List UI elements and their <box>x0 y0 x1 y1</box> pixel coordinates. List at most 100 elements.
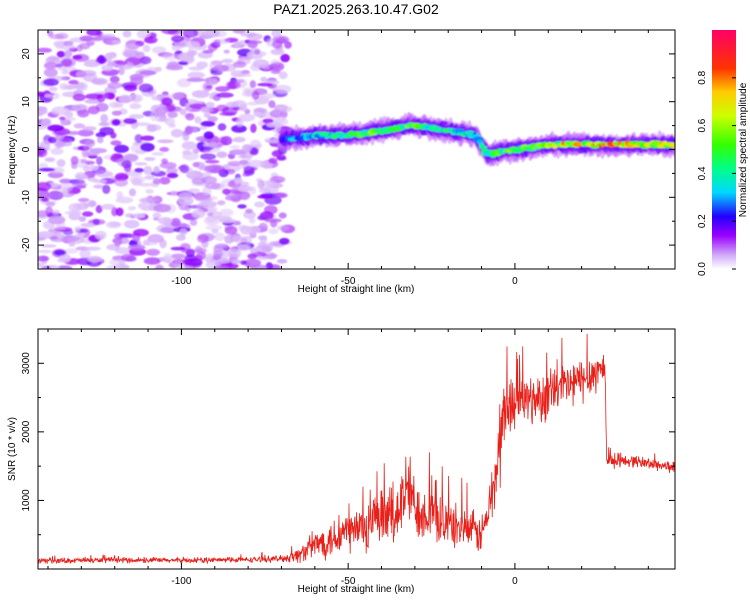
noise-blob <box>134 168 145 173</box>
noise-blob <box>219 208 234 217</box>
noise-blob <box>280 53 290 63</box>
noise-blob <box>249 80 257 89</box>
noise-blob <box>161 158 168 164</box>
noise-blob <box>159 176 171 185</box>
noise-blob <box>258 235 268 241</box>
noise-blob <box>48 215 66 225</box>
noise-blob <box>87 105 100 115</box>
noise-blob <box>128 114 145 119</box>
noise-blob <box>109 75 120 83</box>
noise-blob <box>153 203 171 213</box>
noise-blob <box>214 232 225 241</box>
noise-blob <box>179 108 187 115</box>
y-tick-label: 20 <box>21 48 32 60</box>
noise-blob <box>101 203 116 210</box>
noise-blob <box>187 171 195 176</box>
noise-blob <box>61 68 68 75</box>
x-tick-label: -50 <box>341 576 356 587</box>
noise-blob <box>269 109 284 118</box>
x-tick-label: 0 <box>512 576 518 587</box>
noise-blob <box>115 60 128 65</box>
noise-blob <box>278 237 290 245</box>
noise-blob <box>200 120 216 127</box>
noise-blob <box>154 107 169 115</box>
noise-blob <box>56 140 66 148</box>
noise-blob <box>246 225 261 234</box>
noise-blob <box>95 56 107 65</box>
noise-blob <box>247 253 258 259</box>
noise-blob <box>274 84 292 94</box>
noise-blob <box>38 106 48 116</box>
noise-blob <box>38 262 44 268</box>
noise-blob <box>74 226 81 233</box>
noise-blob <box>78 197 90 203</box>
noise-blob <box>102 33 116 39</box>
noise-blob <box>127 206 137 211</box>
noise-blob <box>179 164 190 174</box>
noise-blob <box>95 230 107 240</box>
noise-blob <box>83 61 100 68</box>
noise-blob <box>239 159 249 165</box>
noise-blob <box>96 156 103 166</box>
noise-blob <box>129 73 144 82</box>
noise-blob <box>63 50 73 58</box>
noise-blob <box>38 47 52 53</box>
noise-blob <box>78 216 87 222</box>
noise-blob <box>243 235 252 245</box>
noise-blob <box>103 92 116 100</box>
noise-blob <box>170 217 181 227</box>
noise-blob <box>212 250 224 259</box>
noise-blob <box>110 140 122 146</box>
y-tick-label: 3000 <box>21 352 32 375</box>
noise-blob <box>88 200 97 208</box>
noise-blob <box>143 36 158 44</box>
noise-blob <box>151 46 167 54</box>
noise-blob <box>266 122 281 128</box>
noise-blob <box>206 212 214 217</box>
noise-blob <box>153 166 160 173</box>
noise-blob <box>106 40 113 45</box>
noise-blob <box>123 43 141 50</box>
noise-blob <box>38 191 51 198</box>
noise-blob <box>114 178 128 187</box>
noise-blob <box>123 118 138 124</box>
noise-blob <box>106 53 116 60</box>
noise-blob <box>42 118 52 126</box>
noise-blob <box>95 170 114 178</box>
noise-blob <box>254 201 265 208</box>
noise-blob <box>206 253 213 261</box>
noise-blob <box>216 151 228 158</box>
noise-blob <box>140 142 155 152</box>
noise-blob <box>247 159 266 168</box>
noise-blob <box>99 126 115 136</box>
noise-blob <box>250 123 257 133</box>
noise-blob <box>205 224 223 231</box>
noise-blob <box>187 71 205 79</box>
noise-blob <box>186 77 205 83</box>
noise-blob <box>114 240 121 247</box>
noise-blob <box>202 30 220 38</box>
noise-blob <box>114 144 129 153</box>
noise-blob <box>118 94 133 104</box>
noise-blob <box>152 212 162 219</box>
noise-blob <box>161 97 173 106</box>
noise-blob <box>191 209 206 219</box>
noise-blob <box>139 70 157 76</box>
noise-blob <box>234 178 242 185</box>
colorbar-ticks: 0.0 0.2 0.4 0.6 0.8 <box>697 70 736 276</box>
noise-blob <box>109 259 124 266</box>
noise-blob <box>159 147 170 152</box>
spectrogram-ylabel: Frequency (Hz) <box>7 116 18 185</box>
noise-blob <box>50 225 65 231</box>
noise-blob <box>185 102 193 111</box>
noise-blob <box>194 116 202 124</box>
noise-blob <box>177 196 194 206</box>
noise-blob <box>276 156 287 161</box>
noise-blob <box>232 61 247 68</box>
noise-blob <box>75 174 89 180</box>
noise-blob <box>120 253 136 262</box>
noise-blob <box>231 259 242 265</box>
y-tick-label: -20 <box>21 237 32 252</box>
noise-blob <box>144 157 156 161</box>
noise-blob <box>115 207 124 217</box>
